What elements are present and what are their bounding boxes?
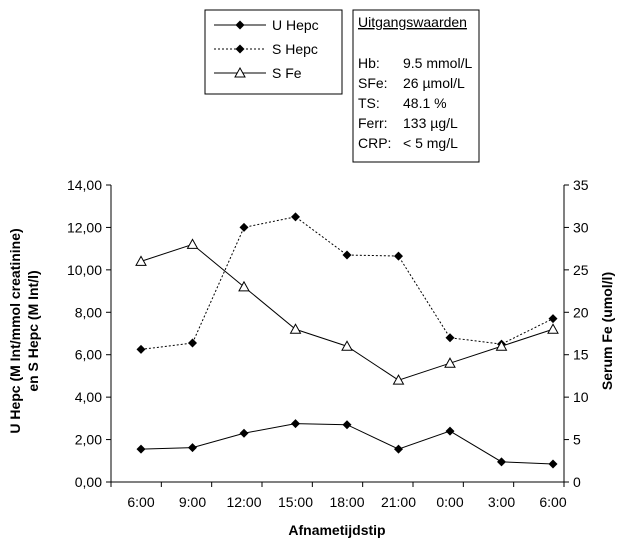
y-right-tick-label: 0	[573, 474, 581, 490]
data-point-s-fe	[289, 323, 302, 334]
axes	[110, 185, 565, 483]
legend: U Hepc S Hepc S Fe	[204, 9, 343, 95]
x-tick-label: 6:00	[539, 494, 566, 510]
x-axis-title: Afnametijdstip	[288, 522, 385, 538]
data-point-u-hepc	[342, 420, 352, 430]
legend-marker-s-hepc	[235, 44, 245, 54]
data-point-u-hepc	[497, 457, 506, 467]
data-point-s-fe	[135, 255, 147, 266]
y-right-tick-label: 10	[573, 389, 589, 405]
y-left-tick-label: 0,00	[75, 474, 102, 490]
data-point-s-fe	[238, 280, 250, 292]
series-layer	[135, 212, 559, 469]
y-left-tick-label: 6,00	[75, 347, 102, 363]
x-tick-label: 12:00	[226, 494, 261, 510]
legend-marker-u-hepc	[235, 20, 245, 30]
x-tick-label: 15:00	[278, 494, 313, 510]
y-axis-left-title-line2: en S Hepc (M Int/l)	[25, 270, 41, 391]
data-point-s-fe	[341, 340, 353, 351]
data-point-u-hepc	[291, 419, 300, 429]
data-point-s-hepc	[445, 333, 455, 343]
info-box-border	[352, 9, 480, 163]
data-point-s-hepc	[342, 250, 352, 260]
y-right-tick-label: 20	[573, 304, 589, 320]
data-point-s-hepc	[136, 344, 146, 354]
info-row-value: 26 µmol/L	[403, 75, 465, 91]
y-left-tick-label: 14,00	[67, 177, 102, 193]
y-left-tick-label: 12,00	[67, 219, 102, 235]
data-point-s-fe	[392, 374, 405, 385]
y-left-tick-label: 10,00	[67, 262, 102, 278]
info-row-value: 133 µg/L	[403, 115, 458, 131]
info-row-label: TS:	[358, 95, 380, 111]
data-point-s-fe	[547, 323, 559, 334]
series-line-s-hepc	[140, 216, 554, 350]
legend-item-u-hepc: U Hepc	[214, 17, 319, 33]
legend-label-s-hepc: S Hepc	[272, 41, 318, 57]
y-right-tick-label: 30	[573, 219, 589, 235]
x-tick-label: 0:00	[436, 494, 463, 510]
data-point-u-hepc	[445, 426, 455, 436]
x-axis-ticks: 6:00 9:00 12:00 15:00 18:00 21:00 0:00 3:00 6:00	[110, 482, 567, 510]
data-point-u-hepc	[136, 444, 146, 454]
info-row-value: 48.1 %	[403, 95, 447, 111]
y-axis-left-title-line1: U Hepc (M Int/mmol creatinine)	[7, 228, 23, 433]
x-tick-label: 3:00	[488, 494, 515, 510]
data-point-s-hepc	[188, 338, 197, 348]
x-tick-label: 9:00	[179, 494, 206, 510]
info-row-label: Hb:	[358, 55, 380, 71]
y-left-tick-label: 2,00	[75, 432, 102, 448]
info-row-label: SFe:	[358, 75, 388, 91]
info-row-value: < 5 mg/L	[403, 135, 458, 151]
y-right-tick-label: 5	[573, 432, 581, 448]
y-right-tick-label: 25	[573, 262, 589, 278]
data-point-u-hepc	[394, 444, 403, 454]
data-point-s-fe	[444, 357, 456, 368]
series-line-s-fe	[140, 243, 554, 381]
data-point-s-hepc	[394, 251, 403, 261]
series-line-u-hepc	[140, 423, 554, 465]
legend-item-s-hepc: S Hepc	[214, 41, 318, 57]
data-point-u-hepc	[548, 459, 558, 469]
data-point-s-hepc	[291, 212, 300, 222]
x-tick-label: 21:00	[381, 494, 416, 510]
legend-label-s-fe: S Fe	[272, 65, 302, 81]
legend-item-s-fe: S Fe	[214, 65, 302, 81]
x-tick-label: 18:00	[329, 494, 364, 510]
info-box: Uitgangswaarden Hb: 9.5 mmol/L SFe: 26 µmol…	[352, 9, 480, 163]
data-point-u-hepc	[188, 443, 197, 453]
y-left-tick-label: 4,00	[75, 389, 102, 405]
legend-border	[204, 9, 343, 95]
data-point-s-fe	[495, 340, 508, 351]
x-tick-label: 6:00	[127, 494, 154, 510]
info-box-title: Uitgangswaarden	[358, 14, 467, 30]
data-point-s-fe	[186, 238, 199, 249]
data-point-s-hepc	[239, 222, 249, 232]
legend-label-u-hepc: U Hepc	[272, 17, 319, 33]
data-point-s-hepc	[548, 314, 558, 324]
info-row-label: Ferr:	[358, 115, 388, 131]
info-box-rows: Hb: 9.5 mmol/L SFe: 26 µmol/L TS: 48.1 % Ferr:…	[358, 55, 472, 151]
legend-marker-s-fe	[234, 66, 246, 78]
y-right-tick-label: 15	[573, 347, 589, 363]
info-row-label: CRP:	[358, 135, 391, 151]
y-left-tick-label: 8,00	[75, 304, 102, 320]
y-axis-right-ticks: 0 5 10 15 20 25 30 35	[564, 177, 589, 490]
y-axis-right-title: Serum Fe (umol/l)	[599, 272, 615, 390]
info-row-value: 9.5 mmol/L	[403, 55, 472, 71]
data-point-u-hepc	[239, 428, 249, 438]
y-right-tick-label: 35	[573, 177, 589, 193]
y-axis-left-ticks: 0,00 2,00 4,00 6,00 8,00 10,00 12,00 14,00	[67, 177, 111, 490]
